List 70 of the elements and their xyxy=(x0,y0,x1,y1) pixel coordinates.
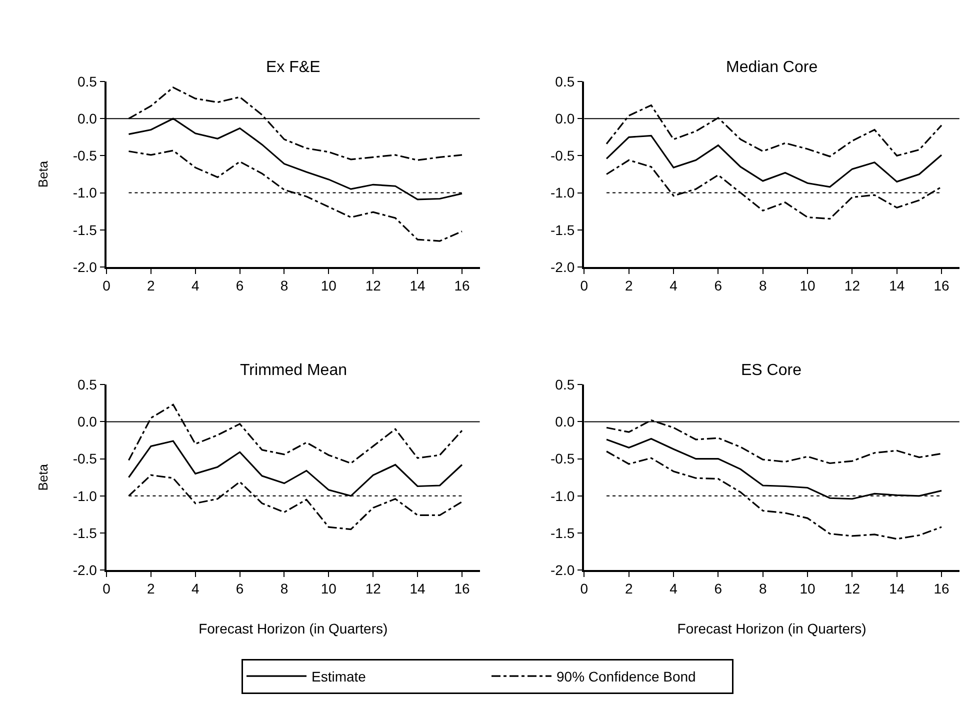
y-tick-label: -1.5 xyxy=(550,524,575,541)
x-tick-label: 12 xyxy=(844,278,860,294)
y-tick-label: -2.0 xyxy=(72,562,98,578)
legend-label: Estimate xyxy=(312,668,366,685)
y-tick-label: 0.5 xyxy=(77,73,98,90)
x-tick-label: 8 xyxy=(280,278,288,294)
y-tick-label: 0.0 xyxy=(555,110,575,126)
x-tick-label: 2 xyxy=(624,278,633,294)
x-tick-label: 6 xyxy=(714,580,722,597)
y-tick-label: -2.0 xyxy=(550,258,575,275)
y-tick-label: -1.5 xyxy=(72,222,98,238)
x-tick-label: 10 xyxy=(320,278,337,294)
y-tick-label: -1.5 xyxy=(72,524,98,541)
x-tick-label: 6 xyxy=(714,278,722,294)
y-tick-label: -2.0 xyxy=(550,562,575,578)
x-tick-label: 2 xyxy=(624,580,633,597)
y-tick-label: -0.5 xyxy=(72,450,98,467)
x-tick-label: 8 xyxy=(758,278,767,294)
x-tick-label: 8 xyxy=(280,580,288,597)
legend-label: 90% Confidence Bond xyxy=(556,668,696,685)
x-tick-label: 8 xyxy=(758,580,767,597)
x-tick-label: 6 xyxy=(236,580,244,597)
y-tick-label: 0.0 xyxy=(555,414,575,430)
y-tick-label: 0.0 xyxy=(77,110,98,126)
chart-title: ES Core xyxy=(741,362,802,379)
y-tick-label: 0.5 xyxy=(555,376,575,392)
x-tick-label: 12 xyxy=(365,278,382,294)
x-tick-label: 2 xyxy=(147,580,156,597)
x-tick-label: 4 xyxy=(670,278,678,294)
y-tick-label: -0.5 xyxy=(550,450,575,467)
x-tick-label: 16 xyxy=(454,278,470,294)
y-axis-title: Beta xyxy=(35,463,50,491)
x-tick-label: 12 xyxy=(844,580,860,597)
x-tick-label: 14 xyxy=(889,278,905,294)
x-tick-label: 0 xyxy=(102,580,111,597)
x-tick-label: 0 xyxy=(102,278,111,294)
y-tick-label: -1.0 xyxy=(550,488,575,504)
x-tick-label: 4 xyxy=(191,278,200,294)
x-tick-label: 10 xyxy=(320,580,337,597)
y-axis-title: Beta xyxy=(35,160,50,188)
chart-title: Trimmed Mean xyxy=(240,362,347,379)
x-tick-label: 4 xyxy=(191,580,200,597)
x-tick-label: 0 xyxy=(580,278,588,294)
x-axis-title: Forecast Horizon (in Quarters) xyxy=(198,620,388,636)
y-tick-label: 0.5 xyxy=(77,376,98,392)
y-tick-label: 0.5 xyxy=(555,73,575,90)
y-tick-label: -1.0 xyxy=(72,184,98,201)
x-tick-label: 10 xyxy=(800,278,816,294)
x-tick-label: 6 xyxy=(236,278,244,294)
y-tick-label: -2.0 xyxy=(72,258,98,275)
x-tick-label: 14 xyxy=(889,580,905,597)
y-tick-label: 0.0 xyxy=(77,414,98,430)
x-tick-label: 16 xyxy=(934,278,950,294)
x-tick-label: 16 xyxy=(454,580,470,597)
y-tick-label: -1.5 xyxy=(550,222,575,238)
x-tick-label: 14 xyxy=(410,278,426,294)
chart-title: Ex F&E xyxy=(266,59,320,76)
y-tick-label: -0.5 xyxy=(550,148,575,164)
y-tick-label: -1.0 xyxy=(72,488,98,504)
x-tick-label: 16 xyxy=(934,580,950,597)
x-axis-title: Forecast Horizon (in Quarters) xyxy=(677,620,866,636)
x-tick-label: 10 xyxy=(800,580,816,597)
y-tick-label: -1.0 xyxy=(550,184,575,201)
x-tick-label: 4 xyxy=(670,580,678,597)
x-tick-label: 0 xyxy=(580,580,588,597)
x-tick-label: 14 xyxy=(410,580,426,597)
y-tick-label: -0.5 xyxy=(72,148,98,164)
x-tick-label: 2 xyxy=(147,278,156,294)
chart-title: Median Core xyxy=(726,59,818,76)
x-tick-label: 12 xyxy=(365,580,382,597)
